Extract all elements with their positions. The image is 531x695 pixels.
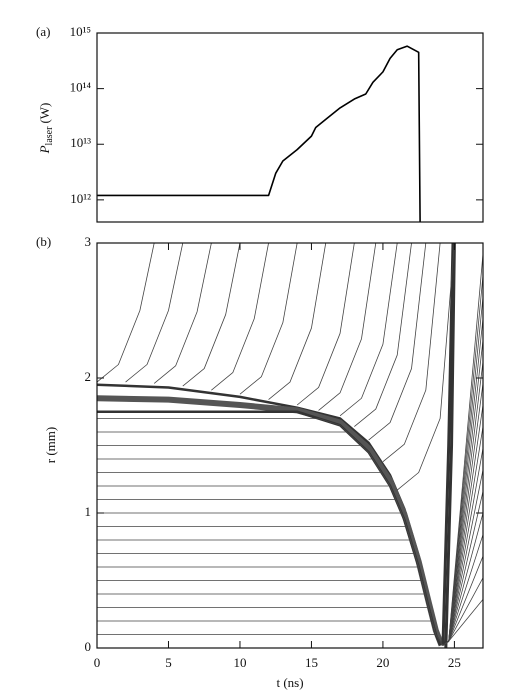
x-tick-label: 0 [94, 655, 101, 670]
plot-frame [96, 242, 484, 649]
trajectory-line [97, 556, 483, 646]
trajectory-line [239, 243, 298, 395]
panel-label: (b) [36, 234, 51, 249]
trajectory-line [296, 243, 355, 406]
trajectory-line [441, 243, 455, 646]
trajectory-line [97, 491, 483, 646]
trajectory-line [97, 404, 483, 646]
y-tick-label: 1 [85, 504, 92, 519]
plot-lines [97, 45, 421, 222]
y-label-unit: (W) [37, 103, 52, 124]
trajectory-line [97, 410, 442, 646]
trajectory-line [97, 383, 483, 646]
trajectory-line [97, 45, 421, 222]
x-tick-label: 15 [305, 655, 318, 670]
trajectory-line [97, 361, 483, 646]
trajectory-line [97, 243, 155, 383]
trajectory-line [97, 448, 483, 646]
y-tick-label: 10¹³ [70, 135, 91, 150]
x-tick-label: 20 [376, 655, 389, 670]
panel-label: (a) [36, 24, 50, 39]
trajectory-line [153, 243, 212, 384]
trajectory-line [396, 243, 455, 491]
y-tick-label: 10¹⁴ [70, 80, 92, 95]
trajectory-line [268, 243, 327, 400]
x-tick-label: 5 [165, 655, 172, 670]
x-tick-label: 10 [233, 655, 246, 670]
y-axis-label: r (mm) [43, 427, 58, 463]
x-tick-label: 25 [448, 655, 461, 670]
trajectory-line [97, 426, 483, 646]
y-axis-label: Plaser (W) [37, 103, 55, 155]
x-axis-label: t (ns) [276, 675, 303, 690]
trajectory-line [97, 469, 483, 646]
y-tick-label: 0 [85, 639, 92, 654]
trajectory-line [97, 395, 445, 647]
plot-lines [97, 243, 483, 648]
y-label-subscript: laser [44, 126, 55, 146]
y-tick-label: 2 [85, 369, 92, 384]
trajectory-line [382, 243, 441, 463]
y-tick-label: 10¹⁵ [70, 24, 91, 39]
trajectory-line [97, 599, 483, 646]
trajectory-line [354, 243, 412, 427]
trajectory-line [182, 243, 241, 387]
trajectory-line [318, 243, 377, 411]
plot-frame [96, 32, 484, 223]
y-label-symbol: P [37, 145, 52, 154]
y-tick-label: 3 [85, 234, 92, 249]
trajectory-line [211, 243, 269, 391]
trajectory-line [444, 243, 456, 648]
trajectory-line [339, 243, 398, 417]
trajectory-line [97, 383, 445, 646]
trajectory-line [125, 243, 184, 383]
y-tick-label: 10¹² [70, 191, 91, 206]
trajectory-line [368, 243, 427, 441]
